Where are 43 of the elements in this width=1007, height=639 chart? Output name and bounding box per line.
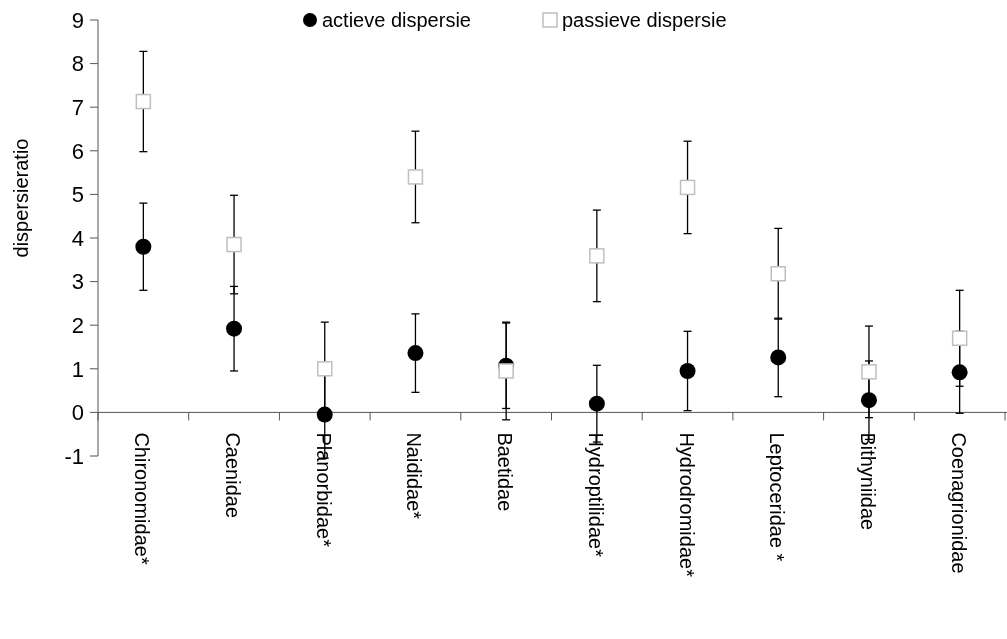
y-tick-label: 3 (71, 269, 84, 295)
point (498, 363, 514, 379)
point (951, 364, 968, 381)
y-tick-label: -1 (64, 443, 84, 469)
point (588, 395, 605, 412)
x-tick-label: Hydrodromidae* (675, 432, 698, 578)
x-tick-label: Hydroptilidae* (584, 432, 607, 558)
legend-label: actieve dispersie (322, 9, 471, 31)
y-axis-title: dispersieratio (10, 138, 32, 258)
point (861, 364, 877, 380)
y-tick-label: 2 (71, 312, 84, 338)
y-tick-label: 7 (71, 94, 84, 120)
x-tick-label: Coenagrionidae (947, 432, 970, 574)
point (589, 248, 605, 264)
point (860, 392, 877, 409)
point (317, 361, 333, 377)
legend-label: passieve dispersie (562, 9, 727, 31)
x-tick-label: Naididae* (403, 432, 426, 520)
point (770, 266, 786, 282)
y-tick-label: 1 (71, 356, 84, 382)
x-tick-label: Planorbidae* (312, 432, 335, 548)
x-tick-label: Leptoceridae * (766, 432, 789, 562)
x-tick-label: Chironomidae* (131, 432, 154, 565)
y-tick-label: 4 (71, 225, 84, 251)
point (226, 236, 242, 253)
x-tick-label: Caenidae (222, 432, 245, 519)
point (407, 345, 424, 362)
point (407, 169, 424, 185)
point (679, 362, 696, 379)
point (770, 349, 787, 366)
y-tick-label: 6 (71, 138, 84, 164)
point (951, 330, 968, 347)
y-tick-label: 9 (71, 7, 84, 33)
x-tick-label: Bithyniidae (856, 432, 879, 531)
point (226, 320, 243, 337)
point (316, 406, 333, 423)
point (135, 238, 152, 255)
y-tick-label: 0 (71, 400, 84, 426)
y-tick-label: 8 (71, 51, 84, 77)
point (679, 179, 696, 196)
x-tick-label: Baetidae (494, 432, 517, 512)
y-tick-label: 5 (71, 182, 84, 208)
point (135, 93, 152, 110)
